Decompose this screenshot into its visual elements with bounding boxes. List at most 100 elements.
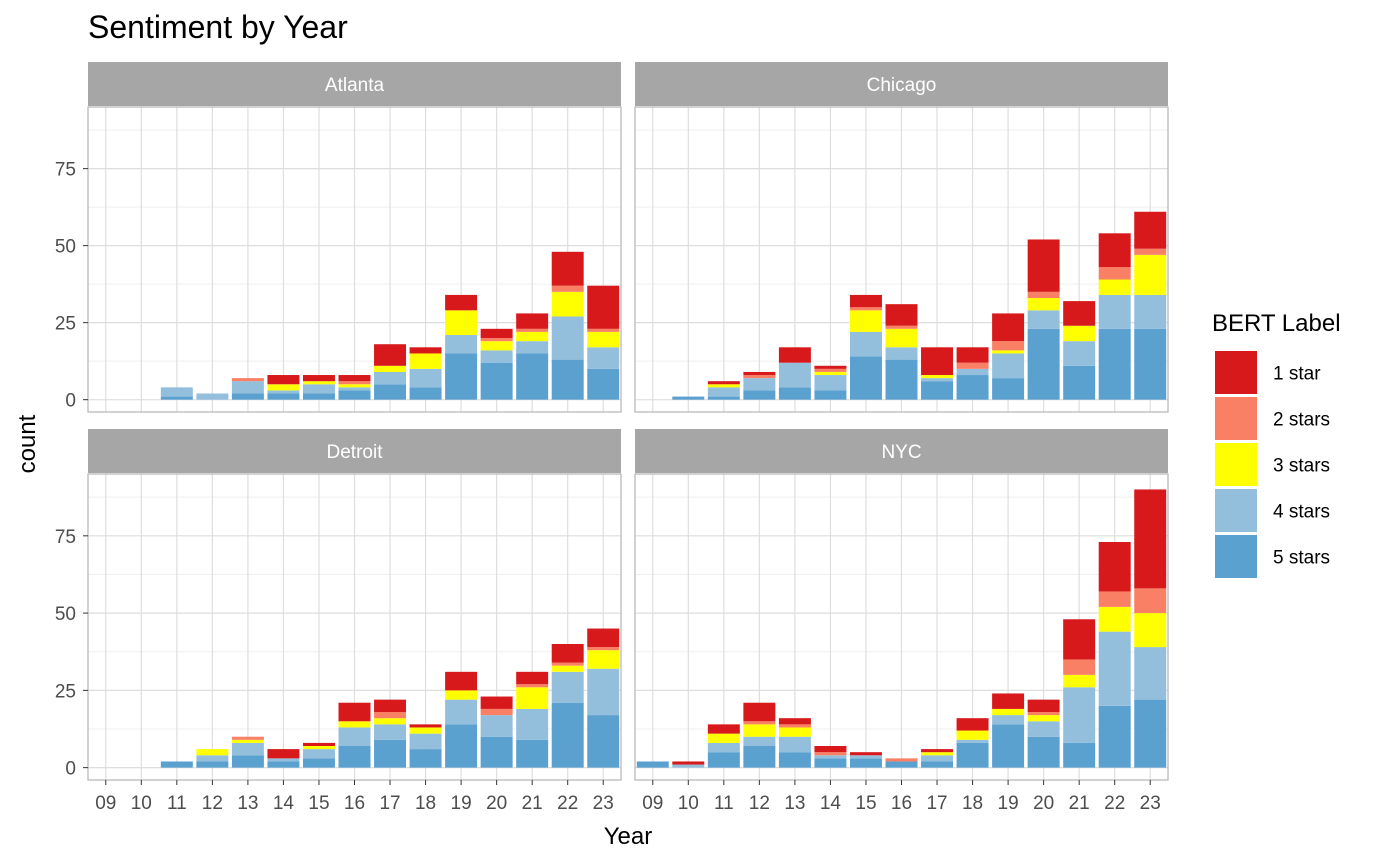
bar-2-stars-20 xyxy=(1027,291,1060,299)
bar-5-stars-13 xyxy=(778,752,811,768)
bar-4-stars-16 xyxy=(885,347,918,360)
legend-key-5-stars xyxy=(1215,535,1257,578)
bar-2-stars-18 xyxy=(956,362,989,369)
y-tick-label: 0 xyxy=(65,759,76,780)
bar-4-stars-16 xyxy=(338,727,371,746)
x-tick-label: 19 xyxy=(451,793,472,814)
bar-1-star-22 xyxy=(1098,542,1131,592)
bar-1-star-17 xyxy=(921,347,954,376)
bar-1-star-11 xyxy=(707,724,740,734)
bar-5-stars-22 xyxy=(551,359,584,400)
bar-1-star-15 xyxy=(849,752,882,756)
bar-1-star-12 xyxy=(743,371,776,376)
bar-3-stars-13 xyxy=(231,739,264,743)
panel-border xyxy=(87,106,622,413)
bar-3-stars-13 xyxy=(778,727,811,737)
bar-1-star-13 xyxy=(778,347,811,363)
bar-3-stars-16 xyxy=(338,384,371,388)
bar-2-stars-14 xyxy=(814,752,847,756)
bar-4-stars-19 xyxy=(445,334,478,354)
panel-border xyxy=(634,106,1169,413)
bar-1-star-22 xyxy=(1098,233,1131,268)
bar-4-stars-22 xyxy=(1098,631,1131,706)
bar-1-star-23 xyxy=(587,628,620,648)
facet-detroit: Detroit 0 25 50 75 09 10 11 12 13 14 15 16 17 18 19 20 21… xyxy=(55,429,622,814)
bar-3-stars-18 xyxy=(409,727,442,734)
bar-1-star-22 xyxy=(551,644,584,663)
bar-4-stars-11 xyxy=(707,387,740,397)
bar-1-star-20 xyxy=(480,696,513,709)
bar-5-stars-12 xyxy=(196,761,229,768)
facet-strip xyxy=(635,62,1168,106)
bar-1-star-21 xyxy=(1063,619,1096,660)
bar-1-star-10 xyxy=(672,761,705,765)
bar-1-star-16 xyxy=(338,702,371,722)
bar-4-stars-15 xyxy=(849,755,882,759)
bar-5-stars-13 xyxy=(778,387,811,400)
facet-strip-label: Chicago xyxy=(867,75,937,96)
bar-1-star-20 xyxy=(480,328,513,339)
bar-5-stars-11 xyxy=(160,396,193,400)
bar-5-stars-11 xyxy=(160,761,193,768)
bar-3-stars-22 xyxy=(1098,606,1131,632)
bar-5-stars-23 xyxy=(1134,328,1167,400)
bar-3-stars-15 xyxy=(302,746,335,750)
bar-5-stars-18 xyxy=(956,742,989,768)
bar-4-stars-18 xyxy=(409,733,442,750)
bar-1-star-15 xyxy=(302,375,335,382)
bar-5-stars-12 xyxy=(743,746,776,768)
bar-4-stars-16 xyxy=(338,387,371,391)
bar-3-stars-12 xyxy=(196,749,229,756)
x-tick-label: 13 xyxy=(237,793,258,814)
bar-3-stars-23 xyxy=(1134,613,1167,648)
y-tick-label: 25 xyxy=(55,314,76,335)
bar-1-star-18 xyxy=(409,724,442,728)
bar-5-stars-22 xyxy=(551,702,584,768)
bar-5-stars-16 xyxy=(885,761,918,768)
bar-5-stars-22 xyxy=(1098,328,1131,400)
facet-strip-label: Atlanta xyxy=(325,75,385,96)
bar-4-stars-23 xyxy=(587,668,620,716)
bar-4-stars-18 xyxy=(956,368,989,376)
x-tick-label: 17 xyxy=(379,793,400,814)
bar-4-stars-21 xyxy=(516,341,549,354)
bar-5-stars-22 xyxy=(1098,705,1131,768)
bar-1-star-23 xyxy=(1134,489,1167,589)
x-tick-label: 18 xyxy=(962,793,983,814)
bar-5-stars-20 xyxy=(1027,328,1060,400)
x-tick-label: 23 xyxy=(1140,793,1161,814)
bar-1-star-16 xyxy=(338,375,371,382)
bar-3-stars-22 xyxy=(551,291,584,317)
bar-1-star-20 xyxy=(1027,239,1060,292)
bar-4-stars-12 xyxy=(196,393,229,400)
bar-4-stars-13 xyxy=(778,362,811,388)
bar-5-stars-19 xyxy=(445,724,478,768)
bar-3-stars-15 xyxy=(302,381,335,385)
x-tick-label: 19 xyxy=(998,793,1019,814)
bar-5-stars-14 xyxy=(814,390,847,400)
x-tick-label: 16 xyxy=(344,793,365,814)
bar-5-stars-17 xyxy=(921,761,954,768)
x-tick-label: 23 xyxy=(593,793,614,814)
x-tick-label: 09 xyxy=(95,793,116,814)
x-tick-label: 13 xyxy=(784,793,805,814)
bar-1-star-17 xyxy=(921,749,954,753)
bar-4-stars-13 xyxy=(778,736,811,753)
bar-4-stars-22 xyxy=(551,316,584,360)
bar-4-stars-17 xyxy=(921,378,954,382)
x-tick-label: 09 xyxy=(642,793,663,814)
bar-5-stars-11 xyxy=(707,752,740,768)
bar-5-stars-16 xyxy=(338,746,371,768)
bar-3-stars-21 xyxy=(1063,674,1096,688)
bar-3-stars-19 xyxy=(445,690,478,700)
bar-1-star-19 xyxy=(445,294,478,311)
bar-4-stars-15 xyxy=(302,384,335,394)
bar-1-star-17 xyxy=(374,699,407,712)
facet-strip-label: NYC xyxy=(881,442,921,463)
bar-4-stars-21 xyxy=(1063,341,1096,366)
bar-3-stars-23 xyxy=(587,650,620,669)
x-tick-label: 22 xyxy=(557,793,578,814)
bar-5-stars-15 xyxy=(302,758,335,768)
bar-5-stars-17 xyxy=(374,384,407,400)
bar-3-stars-18 xyxy=(956,730,989,740)
